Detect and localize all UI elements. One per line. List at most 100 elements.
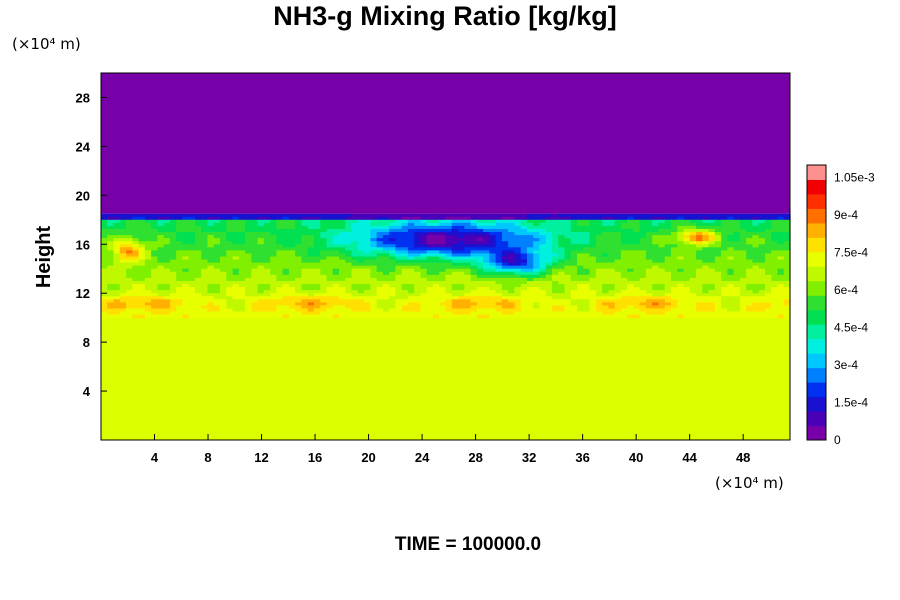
field-cell [658, 277, 666, 282]
field-cell [345, 308, 353, 313]
field-cell [157, 256, 165, 261]
field-cell [483, 241, 490, 245]
field-cell [113, 225, 121, 230]
field-cell [420, 284, 428, 288]
field-cell [282, 271, 290, 276]
field-cell [777, 305, 785, 310]
y-tick-label: 20 [76, 188, 90, 203]
field-cell [570, 302, 578, 307]
field-cell [232, 222, 240, 227]
field-cell [633, 241, 641, 245]
field-cell [739, 250, 747, 255]
field-cell [746, 228, 754, 233]
field-cell [721, 219, 728, 224]
field-cell [188, 284, 196, 288]
field-cell [282, 253, 290, 258]
field-cell [245, 253, 252, 258]
field-cell [432, 311, 440, 316]
field-cell [270, 271, 277, 276]
field-cell [670, 296, 678, 300]
field-cell [351, 302, 359, 307]
field-cell [483, 222, 490, 227]
field-cell [702, 259, 710, 264]
field-cell [589, 219, 597, 224]
field-cell [251, 271, 259, 276]
field-cell [658, 256, 666, 261]
field-cell [739, 238, 747, 242]
field-cell [138, 287, 146, 291]
field-cell [332, 302, 340, 307]
field-cell [683, 299, 691, 303]
field-cell [708, 314, 716, 319]
field-cell [533, 225, 541, 230]
field-cell [783, 216, 791, 221]
field-cell [207, 213, 215, 218]
field-cell [658, 296, 666, 300]
field-cell [307, 228, 315, 233]
field-cell [577, 296, 584, 300]
field-cell [570, 228, 578, 233]
field-cell [176, 253, 184, 258]
field-cell [426, 290, 434, 294]
field-cell [339, 253, 346, 258]
field-cell [771, 244, 779, 248]
field-cell [232, 232, 240, 236]
field-cell [746, 232, 754, 236]
field-cell [714, 244, 722, 248]
field-cell [439, 305, 447, 310]
field-cell [320, 299, 328, 303]
field-cell [727, 222, 735, 227]
field-cell [758, 244, 766, 248]
field-cell [577, 299, 584, 303]
field-cell [238, 284, 246, 288]
field-cell [426, 259, 434, 264]
field-cell [577, 228, 584, 233]
field-cell [746, 314, 754, 319]
field-cell [307, 235, 315, 239]
field-cell [595, 296, 603, 300]
field-cell [307, 222, 315, 227]
field-cell [107, 235, 115, 239]
field-cell [339, 250, 346, 255]
field-cell [407, 268, 415, 273]
field-cell [157, 232, 165, 236]
field-cell [520, 225, 528, 230]
field-cell [783, 259, 791, 264]
field-cell [752, 277, 760, 282]
colorbar-swatch [807, 165, 826, 180]
field-cell [520, 250, 528, 255]
field-cell [426, 219, 434, 224]
field-cell [220, 222, 227, 227]
field-cell [276, 253, 284, 258]
field-cell [188, 244, 196, 248]
field-cell [276, 293, 284, 297]
field-cell [176, 277, 184, 282]
field-cell [495, 314, 503, 319]
field-cell [126, 302, 133, 307]
field-cell [520, 308, 528, 313]
field-cell [257, 259, 265, 264]
field-cell [533, 271, 541, 276]
field-cell [182, 293, 190, 297]
field-cell [458, 277, 465, 282]
field-cell [282, 235, 290, 239]
field-cell [263, 216, 271, 221]
field-cell [169, 222, 177, 227]
field-cell [194, 213, 202, 218]
field-cell [746, 265, 754, 270]
field-cell [345, 290, 353, 294]
field-cell [777, 241, 785, 245]
field-cell [570, 268, 578, 273]
field-cell [138, 305, 146, 310]
field-cell [508, 256, 515, 261]
field-cell [401, 238, 409, 242]
y-tick-label: 12 [76, 286, 90, 301]
field-cell [583, 238, 591, 242]
field-cell [113, 290, 121, 294]
field-cell [683, 311, 691, 316]
field-cell [570, 262, 578, 267]
field-cell [263, 314, 271, 319]
field-cell [483, 247, 490, 251]
field-cell [238, 296, 246, 300]
time-label: TIME = 100000.0 [395, 534, 541, 555]
